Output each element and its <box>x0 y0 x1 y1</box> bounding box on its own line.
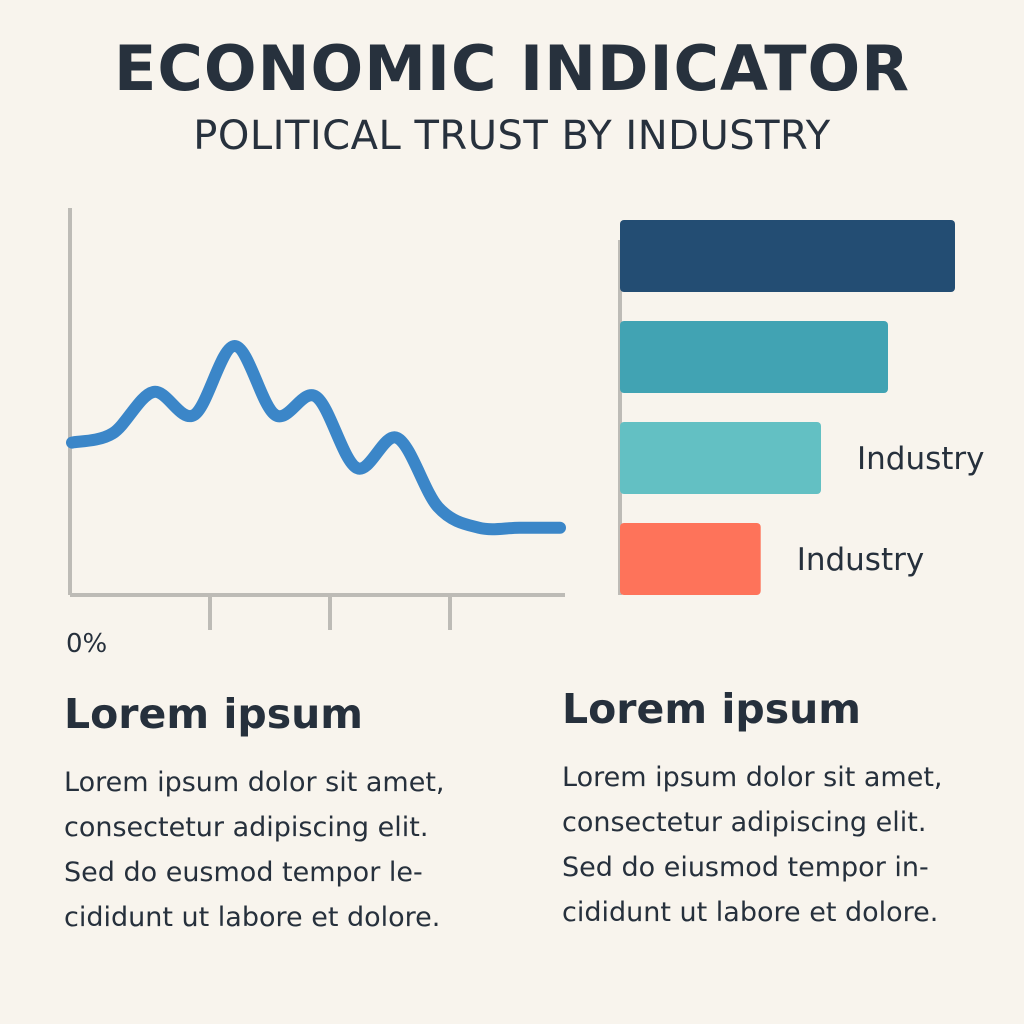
bar <box>620 523 761 595</box>
bar-chart: Industry Industry <box>618 220 985 595</box>
page-subtitle: POLITICAL TRUST BY INDUSTRY <box>193 113 831 159</box>
body-line: cididunt ut labore et dolore. <box>562 897 939 928</box>
body-line: Lorem ipsum dolor sit amet, <box>562 762 943 793</box>
section-heading: Lorem ipsum <box>562 685 862 733</box>
bar-label: Industry <box>797 542 925 578</box>
series-line <box>66 340 566 536</box>
section-heading: Lorem ipsum <box>64 690 364 738</box>
text-section-right: Lorem ipsum Lorem ipsum dolor sit amet, … <box>562 685 982 935</box>
bar-label: Industry <box>857 441 985 477</box>
section-body: Lorem ipsum dolor sit amet, consectetur … <box>64 760 484 940</box>
page-title: ECONOMIC INDICATOR <box>114 32 910 105</box>
bar <box>620 422 821 494</box>
body-line: Lorem ipsum dolor sit amet, <box>64 767 445 798</box>
body-line: Sed do eiusmod tempor in- <box>562 852 929 883</box>
body-line: cididunt ut labore et dolore. <box>64 902 441 933</box>
body-line: consectetur adipiscing elit. <box>562 807 927 838</box>
section-body: Lorem ipsum dolor sit amet, consectetur … <box>562 755 982 935</box>
body-line: consectetur adipiscing elit. <box>64 812 429 843</box>
text-section-left: Lorem ipsum Lorem ipsum dolor sit amet, … <box>64 690 484 940</box>
bar <box>620 220 955 292</box>
bar <box>620 321 888 393</box>
body-line: Sed do eusmod tempor le- <box>64 857 423 888</box>
y-tick-label: 0% <box>66 629 107 659</box>
line-chart: 0% <box>66 208 566 659</box>
